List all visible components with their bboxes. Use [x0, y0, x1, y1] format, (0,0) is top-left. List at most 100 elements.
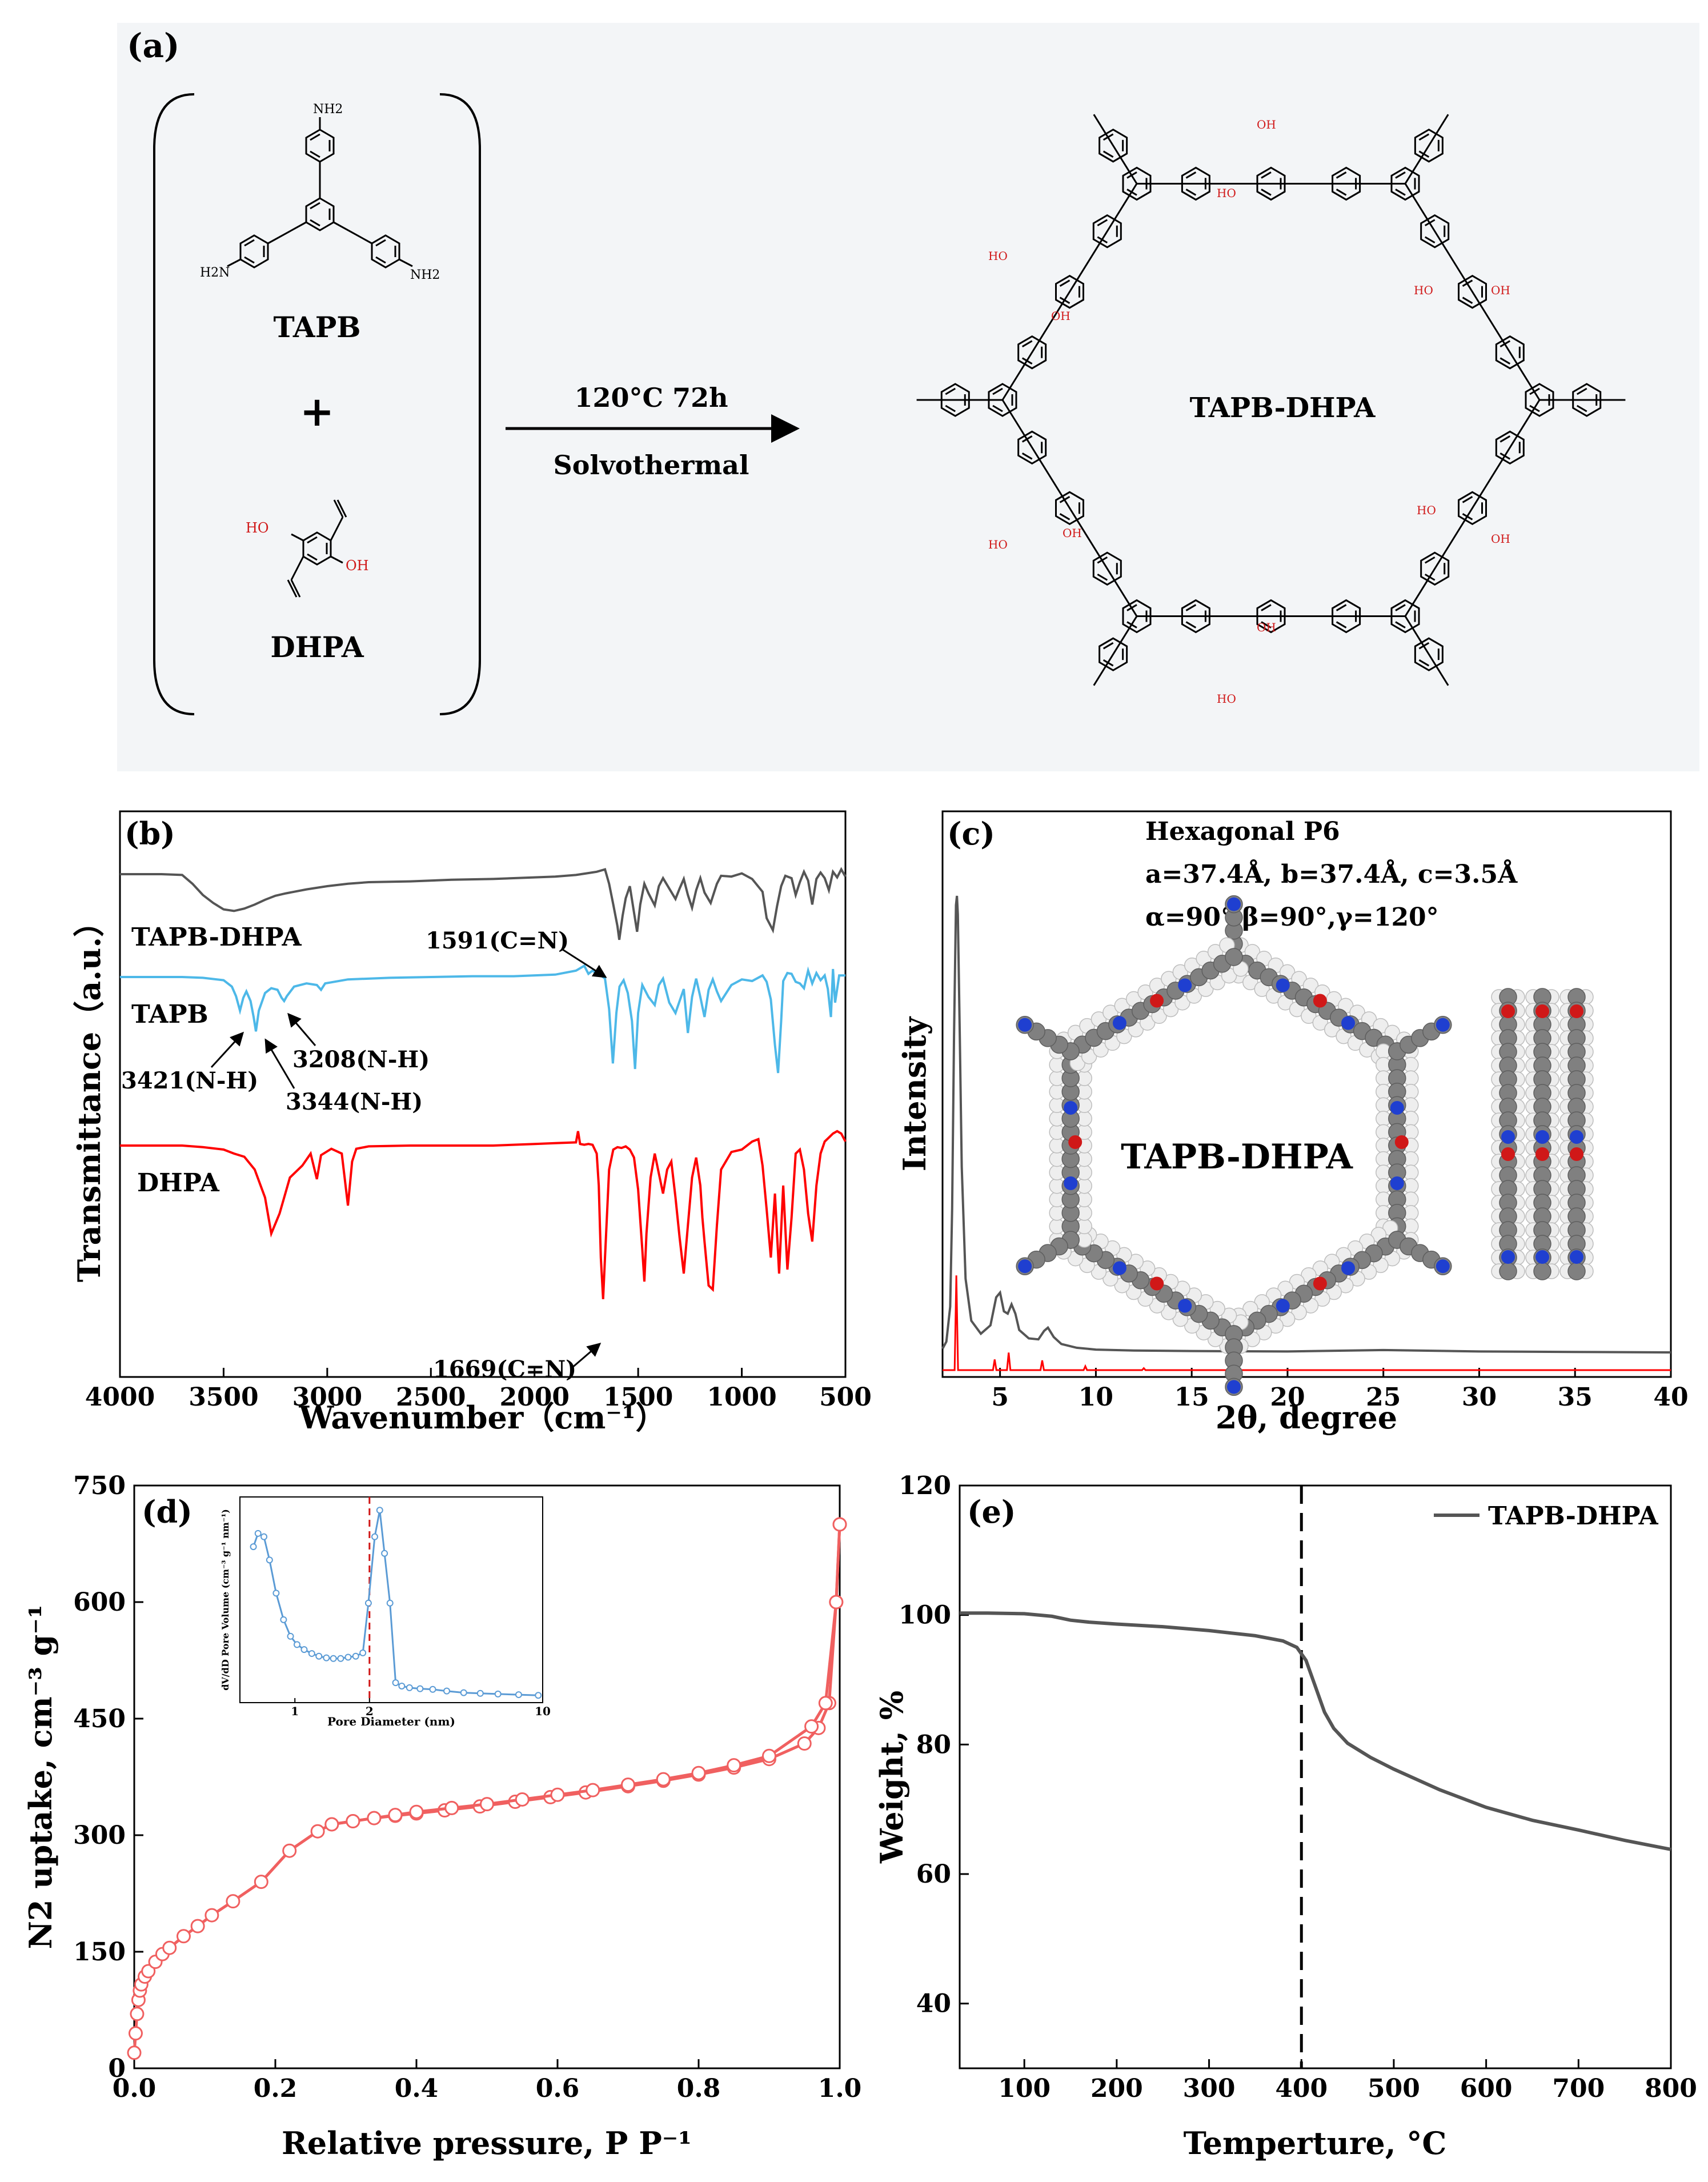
inset-frame	[239, 1496, 543, 1703]
panel-c-ylabel: Intensity	[896, 1016, 933, 1171]
inset-psd-point	[392, 1679, 399, 1687]
inset-psd-point	[337, 1655, 344, 1662]
oxygen-atom	[1535, 1147, 1549, 1161]
annotation-1591: 1591(C=N)	[426, 927, 569, 954]
panel-b-frame	[119, 810, 847, 1378]
nitrogen-atom	[1436, 1259, 1450, 1274]
y-tick-label: 120	[899, 1471, 951, 1500]
oxygen-atom	[1570, 1004, 1583, 1018]
nitrogen-atom	[1535, 1250, 1549, 1264]
panel-a: (a) NH2 H2N NH2 TAPB +	[117, 23, 1699, 771]
x-tick-label: 600	[1460, 2074, 1513, 2103]
panel-b: (b) 4000 3500 3000 2500 2000 1500 1000 500 TAPB…	[71, 810, 872, 1436]
nitrogen-atom	[1018, 1018, 1032, 1032]
product-oh-2: OH	[1051, 309, 1070, 323]
isotherm-point	[832, 1517, 847, 1532]
nitrogen-atom	[1064, 1176, 1078, 1190]
inset-psd-point	[352, 1652, 359, 1660]
isotherm-point	[586, 1783, 600, 1797]
cell-lengths: a=37.4Å, b=37.4Å, c=3.5Å	[1145, 859, 1518, 889]
cell-angles: α=90°,β=90°,γ=120°	[1145, 903, 1439, 932]
panel-b-x-ticks: 4000 3500 3000 2500 2000 1500 1000 500	[85, 1368, 872, 1412]
nitrogen-atom	[1064, 1101, 1078, 1115]
panel-d-label: (d)	[142, 1494, 193, 1530]
inset-psd-point	[371, 1533, 378, 1540]
isotherm-series	[127, 1517, 847, 2060]
x-tick-label: 3000	[292, 1383, 362, 1412]
nitrogen-atom	[1501, 1130, 1515, 1144]
nitrogen-atom	[1341, 1261, 1356, 1275]
panel-d-ticks: 0.0 0.2 0.4 0.6 0.8 1.0 0 150 300 450 600 750	[73, 1471, 861, 2103]
space-filling-model-side-view	[1491, 988, 1594, 1280]
inset-xlabel: Pore Diameter (nm)	[327, 1715, 455, 1728]
nitrogen-atom	[1436, 1018, 1450, 1032]
annotation-3344: 3344(N-H)	[286, 1088, 423, 1115]
panel-c-x-ticks: 5 10 15 20 25 30 35 40	[991, 1368, 1689, 1412]
inset-psd-point	[344, 1653, 352, 1661]
inset-ylabel: dV/dD Pore Volume (cm⁻³ g⁻¹ nm⁻¹)	[220, 1509, 231, 1691]
tapb-nh2-top: NH2	[313, 102, 343, 117]
isotherm-point	[282, 1843, 297, 1858]
isotherm-point	[762, 1748, 776, 1763]
nitrogen-atom	[1570, 1130, 1583, 1144]
isotherm-point	[804, 1719, 819, 1734]
panel-a-label: (a)	[127, 26, 179, 65]
oxygen-atom	[1313, 1276, 1327, 1291]
left-bracket	[153, 93, 195, 715]
x-tick-label: 700	[1552, 2074, 1605, 2103]
product-ho-2: HO	[988, 249, 1008, 263]
isotherm-point	[818, 1696, 833, 1711]
x-tick-label: 0.2	[254, 2074, 298, 2103]
isotherm-point	[621, 1777, 635, 1792]
annotation-3208: 3208(N-H)	[292, 1046, 430, 1073]
oxygen-atom	[1535, 1004, 1549, 1018]
inset-psd-point	[515, 1691, 522, 1699]
y-tick-label: 40	[916, 1989, 951, 2019]
isotherm-point	[409, 1804, 424, 1819]
inset-psd-point	[460, 1689, 467, 1696]
inset-x-tick-label: 1	[291, 1704, 299, 1718]
x-tick-label: 1000	[707, 1383, 776, 1412]
oxygen-atom	[1150, 1276, 1164, 1291]
panel-d: (d) 0.0 0.2 0.4 0.6 0.8 1.0 0 150 300 450 600 750 P…	[22, 1471, 861, 2161]
isotherm-point	[388, 1808, 403, 1823]
panel-b-label: (b)	[125, 815, 175, 852]
inset-psd-point	[272, 1590, 280, 1597]
product-label: TAPB-DHPA	[1190, 392, 1376, 424]
inset-psd-point	[330, 1655, 337, 1662]
inset-psd-point	[266, 1556, 273, 1564]
legend-label: TAPB-DHPA	[1488, 1502, 1658, 1531]
isotherm-point	[367, 1811, 382, 1825]
condition-bottom: Solvothermal	[554, 450, 749, 481]
x-tick-label: 200	[1090, 2074, 1143, 2103]
dhpa-ho: HO	[246, 520, 269, 536]
oxygen-atom	[1570, 1147, 1583, 1161]
ir-legend-tapb: TAPB	[131, 1000, 209, 1029]
inset-psd-point	[287, 1632, 294, 1640]
inset-psd-point	[293, 1641, 300, 1648]
inset-psd-point	[398, 1682, 406, 1689]
panel-e: (e) 100 200 300 400 500 600 700 800 40 60 80 100 120…	[873, 1471, 1697, 2161]
panel-e-xlabel: Temperture, °C	[1184, 2125, 1447, 2161]
panel-c-label: (c)	[947, 815, 995, 852]
x-tick-label: 0.8	[677, 2074, 721, 2103]
dhpa-structure: HO OH	[246, 499, 369, 598]
x-tick-label: 15	[1174, 1383, 1209, 1412]
nitrogen-atom	[1276, 978, 1290, 992]
x-tick-label: 0.0	[113, 2074, 157, 2103]
inset-psd-point	[364, 1599, 372, 1607]
inset-psd-point	[476, 1689, 484, 1697]
inset-psd-point	[494, 1690, 502, 1697]
x-tick-label: 0.6	[536, 2074, 580, 2103]
product-ho-1: HO	[1217, 186, 1236, 200]
x-tick-label: 3500	[189, 1383, 258, 1412]
oxygen-atom	[1394, 1135, 1409, 1149]
isotherm-point	[727, 1758, 741, 1773]
right-bracket	[439, 93, 481, 715]
x-tick-label: 800	[1645, 2074, 1697, 2103]
isotherm-point	[127, 2045, 142, 2060]
y-tick-label: 600	[73, 1588, 126, 1617]
dhpa-label: DHPA	[270, 630, 364, 664]
tapb-label: TAPB	[273, 310, 360, 344]
panel-e-label: (e)	[967, 1494, 1016, 1530]
